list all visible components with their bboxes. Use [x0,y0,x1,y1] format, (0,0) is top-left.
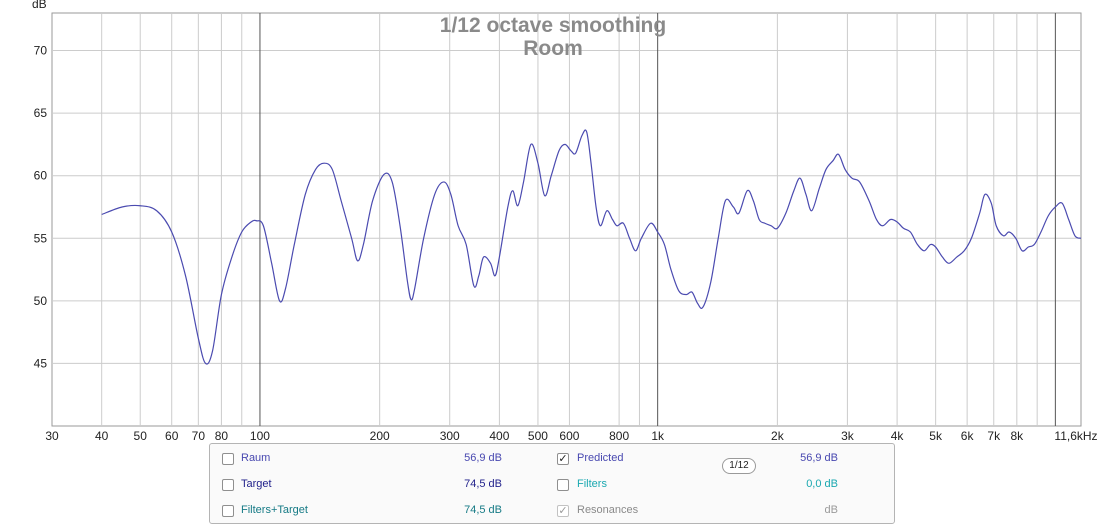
resonances-label: Resonances [577,504,639,516]
predicted-value: 56,9 dB [800,452,838,464]
x-tick-label: 500 [528,429,548,443]
x-tick-label: 1k [651,429,665,443]
resonances-checkbox[interactable]: ✓ [557,505,569,517]
series-layer [101,129,1082,365]
legend-panel: Raum 56,9 dB ✓ Predicted 1/12 56,9 dB Ta… [209,443,895,524]
filters-target-label: Filters+Target [241,504,308,516]
x-tick-label: 600 [559,429,579,443]
target-checkbox[interactable] [222,479,234,491]
x-tick-label: 300 [440,429,460,443]
frequency-response-chart: 45 50 55 60 65 70 30 40 50 60 70 80 100 200 300 400 500… [32,0,1098,443]
chart-subtitle: Room [523,37,583,60]
raum-checkbox[interactable] [222,453,234,465]
raum-value: 56,9 dB [464,452,502,464]
x-tick-label: 3k [841,429,855,443]
x-tick-label: 30 [45,429,59,443]
x-tick-label: 80 [215,429,229,443]
x-tick-label: 100 [250,429,270,443]
filters-target-checkbox[interactable] [222,505,234,517]
x-tick-label: 7k [987,429,1001,443]
y-tick-label: 60 [34,169,48,183]
raum-label: Raum [241,452,271,464]
chart-title: 1/12 octave smoothing [440,14,666,37]
x-tick-label: 8k [1010,429,1024,443]
y-tick-label: 45 [34,356,48,370]
y-axis-label: dB [32,0,47,11]
x-tick-label: 5k [929,429,943,443]
x-tick-label: 40 [95,429,109,443]
filters-target-value: 74,5 dB [464,504,502,516]
resonances-value: dB [824,504,838,516]
plot-area [51,12,1082,427]
filters-value: 0,0 dB [806,478,838,490]
y-tick-label: 65 [34,106,48,120]
target-label: Target [241,478,272,490]
x-tick-label: 50 [134,429,148,443]
predicted-checkbox[interactable]: ✓ [557,453,569,465]
y-axis-ticks: 45 50 55 60 65 70 [34,44,48,371]
y-tick-label: 70 [34,44,48,58]
x-tick-label: 70 [192,429,206,443]
filters-checkbox[interactable] [557,479,569,491]
x-tick-label: 2k [771,429,785,443]
x-tick-label: 400 [489,429,509,443]
legend-row-filterstarget-resonances: Filters+Target 74,5 dB ✓ Resonances dB [210,503,894,529]
y-tick-label: 50 [34,294,48,308]
x-tick-label: 800 [609,429,629,443]
smoothing-button[interactable]: 1/12 [722,458,756,474]
x-tick-label: 6k [961,429,975,443]
x-tick-label: 11,6kHz [1054,429,1097,443]
y-tick-label: 55 [34,231,48,245]
legend-row-target-filters: Target 74,5 dB Filters 0,0 dB [210,477,894,503]
target-value: 74,5 dB [464,478,502,490]
x-axis-ticks: 30 40 50 60 70 80 100 200 300 400 500 600 800 1k 2k 3k 4… [45,429,1097,443]
x-tick-label: 4k [891,429,905,443]
x-tick-label: 60 [165,429,179,443]
filters-label: Filters [577,478,607,490]
predicted-label: Predicted [577,452,624,464]
legend-row-raum-predicted: Raum 56,9 dB ✓ Predicted 1/12 56,9 dB [210,451,894,477]
grid [52,13,1081,426]
series-line-predicted [101,129,1082,365]
x-tick-label: 200 [370,429,390,443]
